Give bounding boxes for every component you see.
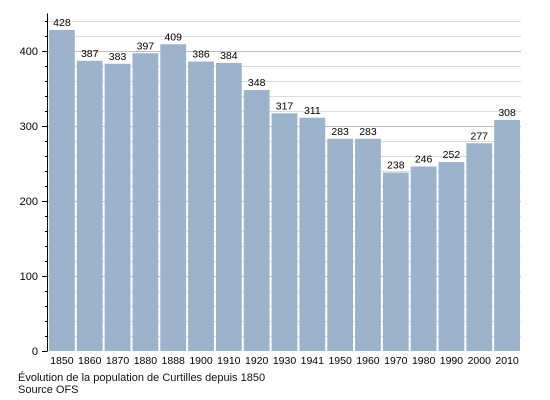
bar-1980 (410, 166, 437, 351)
data-label-1950: 283 (331, 126, 349, 138)
x-tick-label-1888: 1888 (162, 355, 186, 367)
y-tick-label: 100 (20, 271, 38, 283)
data-label-1970: 238 (387, 160, 405, 172)
bar-1860 (76, 60, 103, 351)
x-tick-label-1910: 1910 (217, 355, 241, 367)
x-tick-label-1941: 1941 (301, 355, 325, 367)
data-label-1960: 283 (359, 126, 377, 138)
x-tick-label-1880: 1880 (134, 355, 158, 367)
chart-caption-title: Évolution de la population de Curtilles … (18, 372, 266, 384)
data-label-2010: 308 (498, 107, 516, 119)
data-label-1870: 383 (109, 51, 127, 63)
bar-layer (49, 30, 520, 351)
bar-1970 (382, 172, 409, 351)
x-tick-label-1870: 1870 (106, 355, 130, 367)
data-label-1930: 317 (276, 100, 294, 112)
bar-1990 (438, 162, 465, 351)
data-label-1900: 386 (192, 49, 210, 61)
data-label-2000: 277 (470, 130, 488, 142)
x-tick-label-1990: 1990 (440, 355, 464, 367)
bar-1920 (243, 90, 270, 351)
label-layer: 0 100 200 300 400 1850 1860 1870 1880 1888 1900 191… (20, 17, 519, 367)
bar-1850 (49, 30, 75, 351)
data-label-1941: 311 (304, 105, 321, 117)
bar-1888 (160, 44, 187, 351)
x-tick-label-1930: 1930 (273, 355, 297, 367)
y-tick-label: 0 (32, 346, 38, 358)
bar-1910 (215, 63, 242, 351)
y-tick-label: 300 (20, 121, 38, 133)
axis-layer (42, 13, 48, 352)
data-label-1888: 409 (164, 31, 182, 43)
bar-1900 (188, 61, 214, 351)
data-label-1980: 246 (415, 154, 433, 166)
x-tick-label-1980: 1980 (412, 355, 436, 367)
y-tick-label: 400 (20, 46, 38, 58)
x-tick-label-1970: 1970 (384, 355, 408, 367)
bar-2010 (494, 120, 520, 351)
x-tick-label-2000: 2000 (468, 355, 492, 367)
x-tick-label-1950: 1950 (328, 355, 352, 367)
bar-2000 (466, 143, 493, 351)
bar-1930 (271, 113, 298, 351)
x-tick-label-1900: 1900 (189, 355, 213, 367)
chart-caption-source: Source OFS (18, 384, 79, 396)
bar-1880 (132, 53, 159, 351)
data-label-1880: 397 (137, 40, 155, 52)
bar-1941 (299, 117, 326, 351)
x-tick-label-1920: 1920 (245, 355, 269, 367)
data-label-1860: 387 (81, 48, 99, 60)
data-label-1910: 384 (220, 50, 238, 62)
data-label-1850: 428 (53, 17, 71, 29)
data-label-1990: 252 (443, 149, 461, 161)
x-tick-label-2010: 2010 (495, 355, 519, 367)
bar-1870 (104, 63, 131, 351)
x-tick-label-1860: 1860 (78, 355, 102, 367)
y-tick-label: 200 (20, 196, 38, 208)
bar-1950 (327, 138, 354, 351)
data-label-1920: 348 (248, 77, 266, 89)
x-tick-label-1960: 1960 (356, 355, 380, 367)
x-tick-label-1850: 1850 (50, 355, 74, 367)
bar-1960 (355, 138, 381, 351)
